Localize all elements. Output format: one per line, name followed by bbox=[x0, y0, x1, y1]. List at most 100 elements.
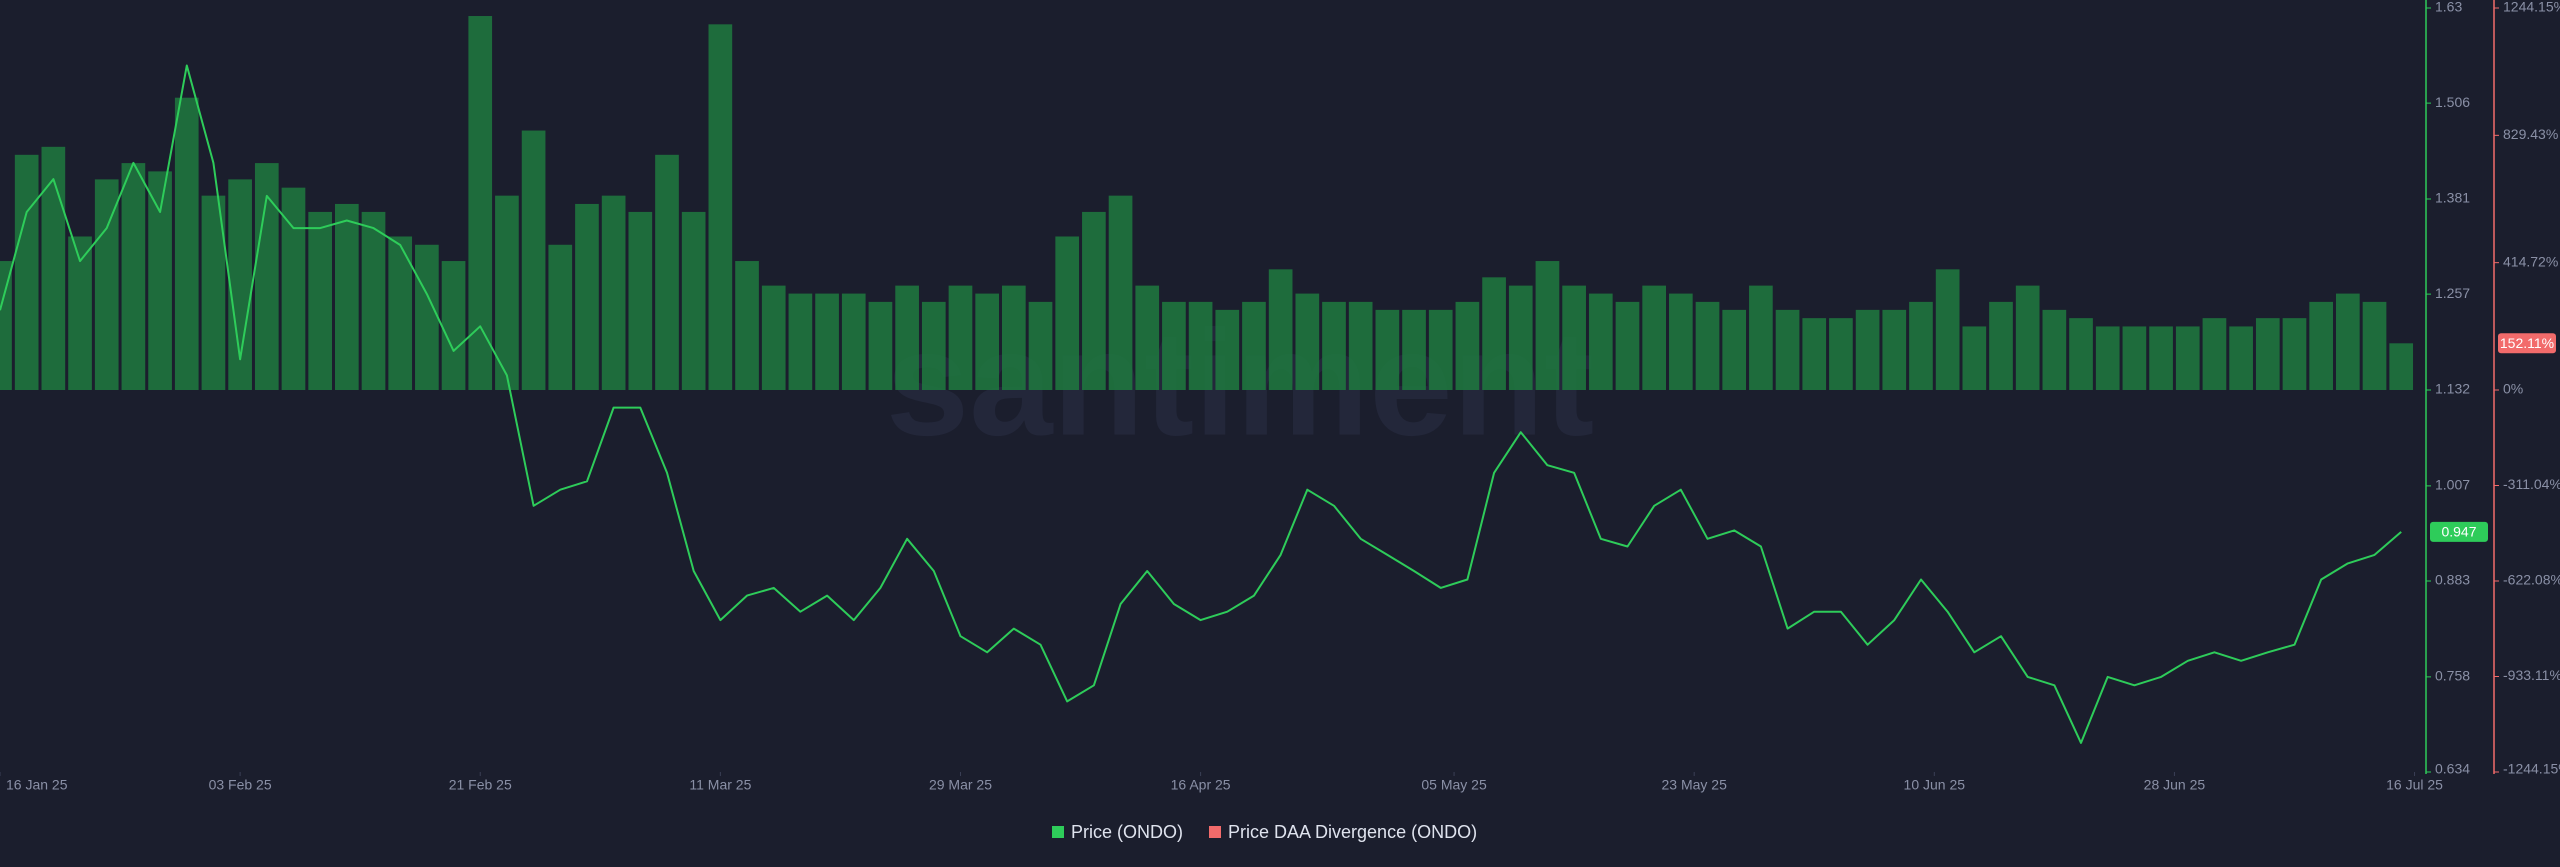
price-current-tag: 0.947 bbox=[2441, 524, 2476, 540]
divergence-bar bbox=[2229, 326, 2253, 390]
y-tick-label: 1.506 bbox=[2435, 94, 2470, 110]
divergence-bar bbox=[41, 146, 66, 390]
divergence-bar bbox=[0, 261, 12, 390]
divergence-bar bbox=[1002, 285, 1026, 390]
divergence-bar bbox=[1909, 301, 1933, 390]
divergence-bar bbox=[121, 163, 146, 390]
divergence-bar bbox=[174, 97, 199, 390]
divergence-bar bbox=[2336, 293, 2360, 390]
divergence-bar bbox=[655, 154, 679, 390]
divergence-bar bbox=[1695, 301, 1720, 390]
divergence-bar bbox=[2175, 326, 2200, 390]
divergence-bar bbox=[1428, 309, 1453, 390]
y2-tick-label: 1244.15% bbox=[2503, 0, 2560, 15]
y2-tick-label: -622.08% bbox=[2503, 572, 2560, 588]
divergence-current-tag: 152.11% bbox=[2500, 335, 2554, 351]
x-tick-label: 10 Jun 25 bbox=[1904, 777, 1966, 793]
divergence-bar bbox=[2095, 326, 2120, 390]
legend-swatch bbox=[1209, 826, 1221, 838]
y2-tick-label: 829.43% bbox=[2503, 126, 2558, 142]
divergence-bar bbox=[575, 203, 599, 390]
divergence-bar bbox=[2255, 318, 2280, 390]
x-tick-label: 29 Mar 25 bbox=[929, 777, 992, 793]
divergence-bar bbox=[1962, 326, 1987, 390]
divergence-bar bbox=[521, 130, 546, 391]
divergence-bar bbox=[68, 236, 92, 390]
divergence-bar bbox=[1108, 195, 1133, 390]
divergence-bar bbox=[2202, 318, 2227, 390]
divergence-bar bbox=[601, 195, 626, 390]
divergence-bar bbox=[815, 293, 839, 390]
y-tick-label: 0.758 bbox=[2435, 668, 2470, 684]
divergence-bar bbox=[895, 285, 919, 390]
divergence-bar bbox=[548, 244, 573, 390]
y2-tick-label: 0% bbox=[2503, 381, 2523, 397]
divergence-bar bbox=[1882, 309, 1907, 390]
divergence-bar bbox=[281, 187, 306, 390]
divergence-bar bbox=[1162, 301, 1186, 390]
divergence-bar bbox=[1482, 277, 1506, 390]
y2-tick-label: -311.04% bbox=[2503, 476, 2560, 492]
divergence-bar bbox=[361, 211, 386, 390]
divergence-bar bbox=[1402, 309, 1426, 390]
divergence-bar bbox=[1535, 261, 1560, 390]
divergence-bar bbox=[1375, 309, 1400, 390]
divergence-bar bbox=[1508, 285, 1533, 390]
legend-label: Price DAA Divergence (ONDO) bbox=[1228, 822, 1477, 842]
divergence-bar bbox=[1829, 318, 1853, 390]
x-tick-label: 23 May 25 bbox=[1661, 777, 1727, 793]
divergence-bar bbox=[761, 285, 786, 390]
price-line bbox=[0, 64, 2402, 744]
divergence-bar bbox=[735, 261, 759, 390]
x-tick-label: 03 Feb 25 bbox=[209, 777, 272, 793]
divergence-bar bbox=[2149, 326, 2173, 390]
divergence-bar bbox=[1802, 318, 1827, 390]
divergence-bar bbox=[975, 293, 999, 390]
divergence-bar bbox=[308, 211, 332, 390]
y-tick-label: 0.634 bbox=[2435, 761, 2470, 777]
divergence-bar bbox=[2042, 309, 2067, 390]
divergence-bar bbox=[254, 163, 279, 390]
divergence-bar bbox=[1935, 269, 1960, 390]
divergence-bar bbox=[841, 293, 866, 390]
divergence-bar bbox=[2282, 318, 2307, 390]
divergence-bar bbox=[1082, 211, 1106, 390]
divergence-bar bbox=[1989, 301, 2013, 390]
legend: Price (ONDO) Price DAA Divergence (ONDO) bbox=[1052, 822, 1477, 842]
divergence-bar bbox=[1028, 301, 1053, 390]
divergence-bar bbox=[921, 301, 946, 390]
divergence-bar bbox=[681, 211, 706, 390]
divergence-bar bbox=[1135, 285, 1160, 390]
x-tick-label: 16 Apr 25 bbox=[1171, 777, 1231, 793]
divergence-bar bbox=[1642, 285, 1666, 390]
y-tick-label: 1.63 bbox=[2435, 0, 2462, 15]
y2-tick-label: 414.72% bbox=[2503, 253, 2558, 269]
divergence-bar bbox=[1055, 236, 1080, 390]
divergence-bar bbox=[2309, 301, 2333, 390]
y-tick-label: 1.007 bbox=[2435, 477, 2470, 493]
divergence-bar bbox=[1268, 269, 1293, 390]
x-tick-label: 16 Jul 25 bbox=[2386, 777, 2443, 793]
divergence-bar bbox=[1749, 285, 1773, 390]
legend-swatch bbox=[1052, 826, 1064, 838]
divergence-bar bbox=[148, 171, 172, 390]
divergence-bar bbox=[708, 24, 733, 391]
divergence-bar bbox=[868, 301, 893, 390]
divergence-bar bbox=[1455, 301, 1480, 390]
divergence-bar bbox=[228, 179, 252, 390]
divergence-bar bbox=[1215, 309, 1240, 390]
y-tick-label: 1.257 bbox=[2435, 285, 2470, 301]
x-tick-label: 28 Jun 25 bbox=[2144, 777, 2206, 793]
y-tick-label: 1.381 bbox=[2435, 190, 2470, 206]
divergence-bar bbox=[441, 261, 466, 390]
divergence-bar bbox=[1322, 301, 1346, 390]
divergence-bar bbox=[948, 285, 973, 390]
divergence-bar bbox=[1295, 293, 1320, 390]
divergence-bar bbox=[2069, 318, 2093, 390]
y2-tick-label: -1244.15% bbox=[2503, 761, 2560, 777]
price-current-tag-bg bbox=[2430, 521, 2488, 542]
divergence-bar bbox=[468, 16, 493, 390]
divergence-bar bbox=[388, 236, 413, 390]
divergence-bar bbox=[628, 211, 653, 390]
